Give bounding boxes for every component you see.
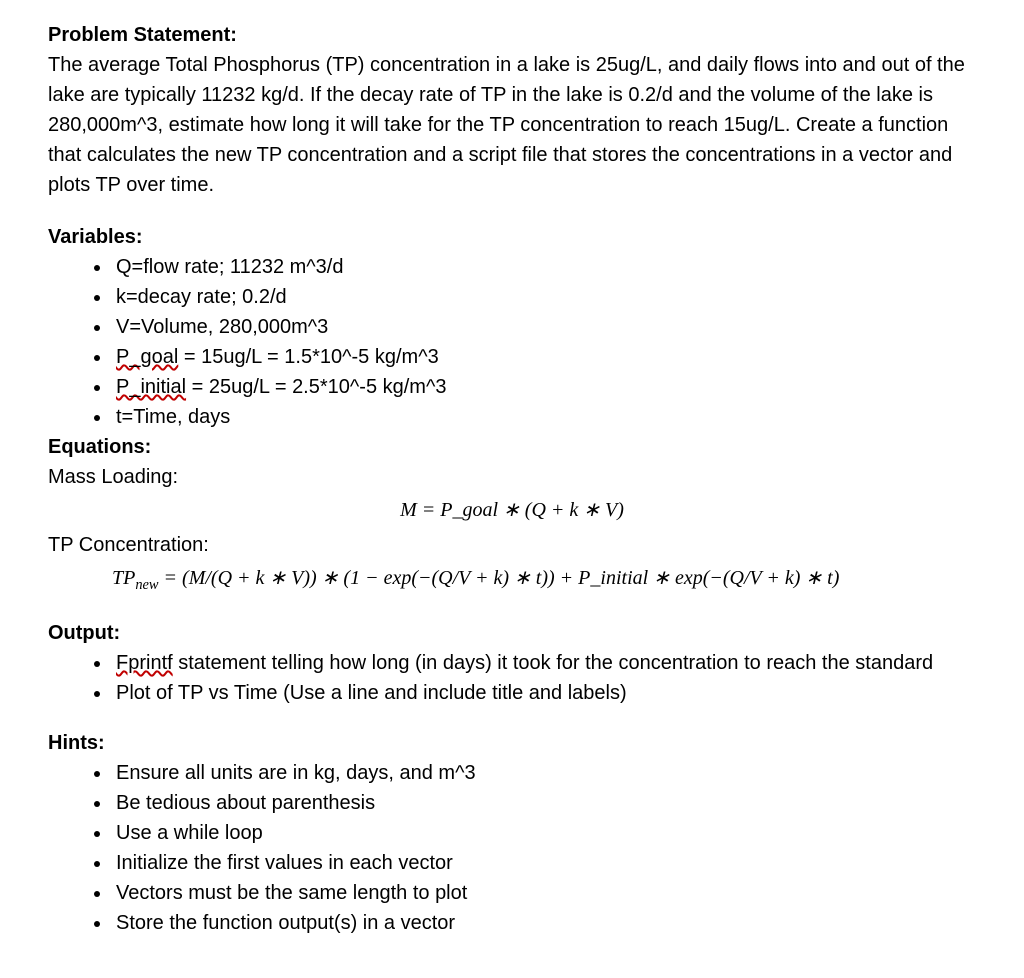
problem-heading: Problem Statement: xyxy=(48,20,976,50)
equations-heading: Equations: xyxy=(48,432,976,462)
hints-list: Ensure all units are in kg, days, and m^… xyxy=(48,758,976,938)
output-heading: Output: xyxy=(48,618,976,648)
list-item: V=Volume, 280,000m^3 xyxy=(112,312,976,342)
hint-text: Use a while loop xyxy=(116,822,263,844)
document-page: Problem Statement: The average Total Pho… xyxy=(0,0,1024,978)
list-item: Ensure all units are in kg, days, and m^… xyxy=(112,758,976,788)
variable-text: t=Time, days xyxy=(116,406,230,428)
variable-text: V=Volume, 280,000m^3 xyxy=(116,316,328,338)
eq-pre: TP xyxy=(112,567,135,589)
output-squiggle: Fprintf xyxy=(116,652,173,674)
list-item: t=Time, days xyxy=(112,402,976,432)
list-item: k=decay rate; 0.2/d xyxy=(112,282,976,312)
variables-list: Q=flow rate; 11232 m^3/d k=decay rate; 0… xyxy=(48,252,976,432)
output-list: Fprintf statement telling how long (in d… xyxy=(48,648,976,708)
list-item: Q=flow rate; 11232 m^3/d xyxy=(112,252,976,282)
output-text: statement telling how long (in days) it … xyxy=(173,652,933,674)
mass-loading-label: Mass Loading: xyxy=(48,462,976,492)
variable-text: = 25ug/L = 2.5*10^-5 kg/m^3 xyxy=(186,376,446,398)
mass-loading-equation: M = P_goal ∗ (Q + k ∗ V) xyxy=(48,494,976,526)
list-item: P_initial = 25ug/L = 2.5*10^-5 kg/m^3 xyxy=(112,372,976,402)
variable-squiggle: P_goal xyxy=(116,346,178,368)
list-item: P_goal = 15ug/L = 1.5*10^-5 kg/m^3 xyxy=(112,342,976,372)
variable-text: = 15ug/L = 1.5*10^-5 kg/m^3 xyxy=(178,346,438,368)
problem-body: The average Total Phosphorus (TP) concen… xyxy=(48,50,976,200)
variable-squiggle: P_initial xyxy=(116,376,186,398)
list-item: Initialize the first values in each vect… xyxy=(112,848,976,878)
hint-text: Initialize the first values in each vect… xyxy=(116,852,453,874)
hint-text: Ensure all units are in kg, days, and m^… xyxy=(116,762,476,784)
variables-heading: Variables: xyxy=(48,222,976,252)
eq-post: = (M/(Q + k ∗ V)) ∗ (1 − exp(−(Q/V + k) … xyxy=(159,567,840,589)
hints-heading: Hints: xyxy=(48,728,976,758)
list-item: Vectors must be the same length to plot xyxy=(112,878,976,908)
eq-subscript: new xyxy=(135,577,158,593)
list-item: Use a while loop xyxy=(112,818,976,848)
hint-text: Be tedious about parenthesis xyxy=(116,792,375,814)
tp-concentration-equation: TPnew = (M/(Q + k ∗ V)) ∗ (1 − exp(−(Q/V… xyxy=(48,562,976,594)
variable-text: Q=flow rate; 11232 m^3/d xyxy=(116,256,343,278)
list-item: Store the function output(s) in a vector xyxy=(112,908,976,938)
tp-concentration-label: TP Concentration: xyxy=(48,530,976,560)
list-item: Plot of TP vs Time (Use a line and inclu… xyxy=(112,678,976,708)
hint-text: Vectors must be the same length to plot xyxy=(116,882,467,904)
hint-text: Store the function output(s) in a vector xyxy=(116,912,455,934)
output-text: Plot of TP vs Time (Use a line and inclu… xyxy=(116,682,627,704)
variable-text: k=decay rate; 0.2/d xyxy=(116,286,287,308)
list-item: Be tedious about parenthesis xyxy=(112,788,976,818)
list-item: Fprintf statement telling how long (in d… xyxy=(112,648,976,678)
